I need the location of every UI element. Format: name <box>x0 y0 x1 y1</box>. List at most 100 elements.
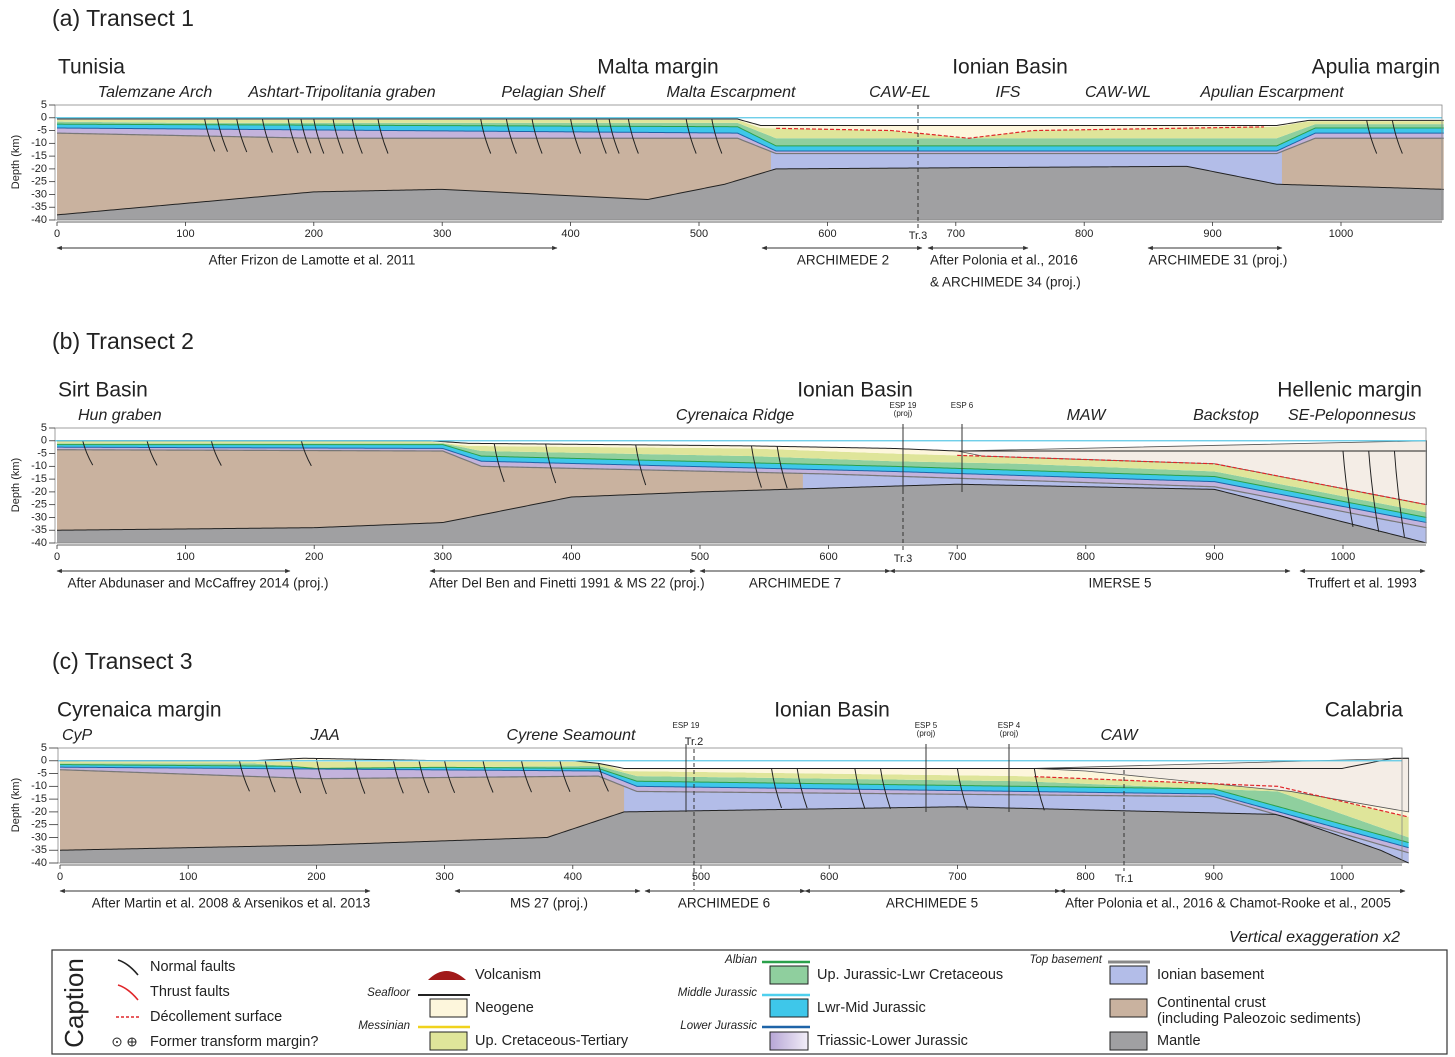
depth-tick-label: -30 <box>31 511 47 523</box>
depth-tick-label: -40 <box>31 214 47 226</box>
legend-label: Volcanism <box>475 967 541 983</box>
feature-label: SE-Peloponnesus <box>1288 407 1416 424</box>
legend-label: Triassic-Lower Jurassic <box>817 1033 968 1049</box>
swatch <box>1110 966 1147 984</box>
transect: (b) Transect 2Sirt BasinIonian BasinHell… <box>10 328 1427 590</box>
distance-tick-label: 800 <box>1075 228 1093 240</box>
surface-label: Middle Jurassic <box>678 987 757 999</box>
marker-label: ESP 19 <box>673 721 701 730</box>
distance-tick-label: 900 <box>1205 551 1223 563</box>
feature-label: CAW <box>1100 727 1139 744</box>
source-label: After Martin et al. 2008 & Arsenikos et … <box>92 896 370 911</box>
swatch <box>770 999 808 1017</box>
depth-tick-label: -35 <box>31 201 47 213</box>
swatch <box>770 1032 808 1050</box>
depth-tick-label: -25 <box>31 176 47 188</box>
depth-tick-label: -15 <box>31 793 47 805</box>
source-label: ARCHIMEDE 2 <box>797 253 889 268</box>
feature-label: Apulian Escarpment <box>1199 84 1344 101</box>
depth-tick-label: 5 <box>41 422 47 434</box>
distance-tick-label: 500 <box>691 551 709 563</box>
depth-tick-label: -15 <box>31 150 47 162</box>
source-label: IMERSE 5 <box>1088 576 1151 591</box>
surface-label: Top basement <box>1030 954 1103 966</box>
depth-tick-label: -5 <box>37 447 47 459</box>
caption-title: Caption <box>59 958 89 1048</box>
feature-label: CyP <box>62 727 93 744</box>
depth-tick-label: -30 <box>31 188 47 200</box>
depth-tick-label: 0 <box>41 112 47 124</box>
legend-label: Ionian basement <box>1157 967 1264 983</box>
distance-tick-label: 600 <box>818 228 836 240</box>
feature-label: Backstop <box>1193 407 1259 424</box>
distance-tick-label: 100 <box>179 871 197 883</box>
swatch <box>770 966 808 984</box>
region-label: Malta margin <box>597 56 718 79</box>
swatch <box>430 1032 467 1050</box>
legend-label: (including Paleozoic sediments) <box>1157 1011 1361 1027</box>
distance-tick-label: 400 <box>562 551 580 563</box>
depth-tick-label: -25 <box>31 819 47 831</box>
marker-label: Tr.2 <box>685 736 704 748</box>
source-label: ARCHIMEDE 31 (proj.) <box>1149 253 1288 268</box>
distance-tick-label: 100 <box>176 228 194 240</box>
surface-label: Messinian <box>358 1020 410 1032</box>
depth-tick-label: 0 <box>41 755 47 767</box>
region-label: Ionian Basin <box>774 699 890 722</box>
distance-tick-label: 400 <box>561 228 579 240</box>
legend-label: Neogene <box>475 1000 534 1016</box>
distance-tick-label: 100 <box>176 551 194 563</box>
legend-label: Mantle <box>1157 1033 1201 1049</box>
region-label: Calabria <box>1325 699 1404 722</box>
distance-tick-label: 0 <box>54 551 60 563</box>
legend-label: Lwr-Mid Jurassic <box>817 1000 926 1016</box>
source-label: After Abdunaser and McCaffrey 2014 (proj… <box>68 576 329 591</box>
transects: (a) Transect 1TunisiaMalta marginIonian … <box>10 5 1444 910</box>
figure: (a) Transect 1TunisiaMalta marginIonian … <box>0 0 1455 1057</box>
depth-tick-label: -25 <box>31 499 47 511</box>
depth-tick-label: -5 <box>37 124 47 136</box>
depth-tick-label: -10 <box>31 137 47 149</box>
exaggeration: Vertical exaggeration x2 <box>1229 929 1400 946</box>
surface-label: Lower Jurassic <box>680 1020 757 1032</box>
depth-tick-label: -40 <box>31 537 47 549</box>
distance-tick-label: 1000 <box>1331 551 1355 563</box>
source-label: After Polonia et al., 2016 & Chamot-Rook… <box>1065 896 1391 911</box>
distance-tick-label: 800 <box>1077 551 1095 563</box>
panel-title: (c) Transect 3 <box>52 648 193 674</box>
legend-label: Up. Cretaceous-Tertiary <box>475 1033 629 1049</box>
legend-label: Up. Jurassic-Lwr Cretaceous <box>817 967 1003 983</box>
distance-tick-label: 500 <box>690 228 708 240</box>
depth-tick-label: -15 <box>31 473 47 485</box>
panel-title: (a) Transect 1 <box>52 5 194 31</box>
distance-tick-label: 700 <box>947 228 965 240</box>
source-label: ARCHIMEDE 7 <box>749 576 841 591</box>
marker-label: (proj) <box>917 729 936 738</box>
feature-label: Ashtart-Tripolitania graben <box>247 84 435 101</box>
caption: Caption Normal faults Thrust faults Déco… <box>52 950 1447 1054</box>
depth-tick-label: -10 <box>31 780 47 792</box>
depth-axis-label: Depth (km) <box>10 458 22 512</box>
surface-label: Seafloor <box>367 987 411 999</box>
depth-tick-label: 5 <box>41 742 47 754</box>
region-label: Apulia margin <box>1312 56 1440 79</box>
feature-label: Talemzane Arch <box>98 84 213 101</box>
depth-tick-label: 0 <box>41 435 47 447</box>
feature-label: MAW <box>1067 407 1108 424</box>
source-label: ARCHIMEDE 6 <box>678 896 770 911</box>
depth-tick-label: -20 <box>31 163 47 175</box>
distance-tick-label: 500 <box>692 871 710 883</box>
region-label: Hellenic margin <box>1277 379 1422 402</box>
legend-label: Former transform margin? <box>150 1034 318 1050</box>
distance-tick-label: 300 <box>433 228 451 240</box>
swatch <box>1110 1032 1147 1050</box>
depth-tick-label: -35 <box>31 844 47 856</box>
surface-label: Albian <box>724 954 757 966</box>
marker-label: ESP 6 <box>951 401 974 410</box>
distance-tick-label: 0 <box>57 871 63 883</box>
marker-label: Tr.1 <box>1115 873 1134 885</box>
panel-title: (b) Transect 2 <box>52 328 194 354</box>
distance-tick-label: 600 <box>820 871 838 883</box>
source-label: & ARCHIMEDE 34 (proj.) <box>930 275 1081 290</box>
feature-label: Cyrene Seamount <box>507 727 637 744</box>
